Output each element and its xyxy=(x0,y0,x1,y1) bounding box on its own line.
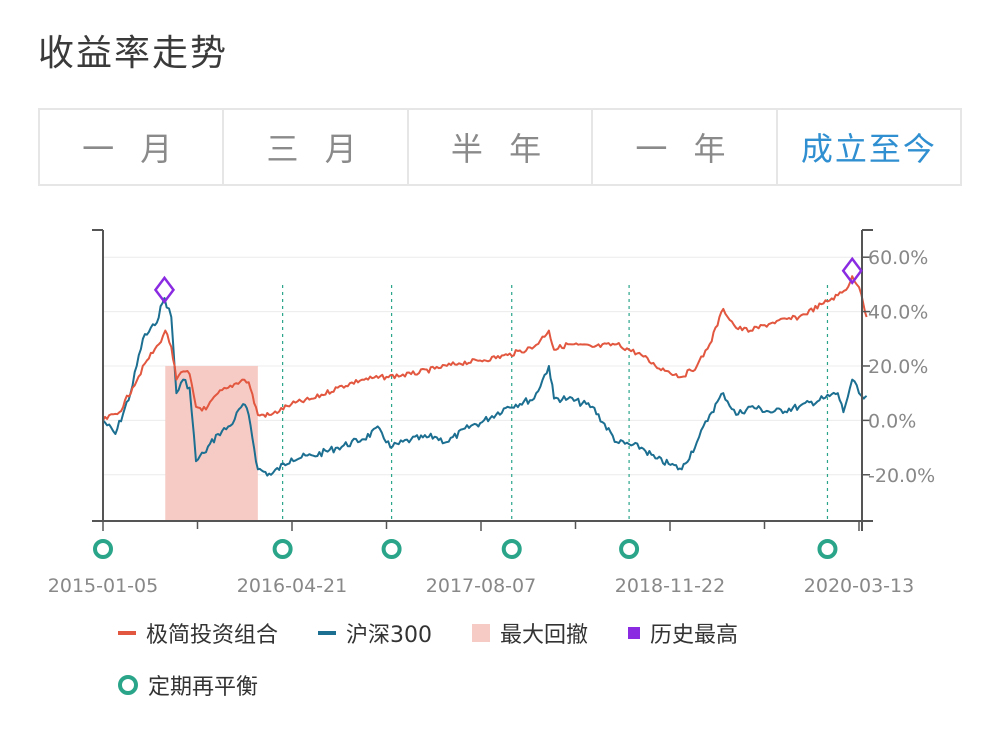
benchmark-swatch xyxy=(318,631,337,635)
rebalance-marker xyxy=(817,539,838,559)
legend-label-benchmark: 沪深300 xyxy=(346,623,433,648)
x-tick-label: 2018-11-22 xyxy=(615,575,725,597)
historical-high-marker xyxy=(153,275,176,304)
portfolio-swatch xyxy=(118,631,136,635)
legend-item-portfolio[interactable]: 极简投资组合 xyxy=(118,617,278,649)
chart-legend: 极简投资组合 沪深300 最大回撤 历史最高 定期再平衡 xyxy=(118,618,778,722)
legend-label-drawdown: 最大回撤 xyxy=(500,623,589,648)
legend-label-portfolio: 极简投资组合 xyxy=(146,623,279,648)
legend-label-rebalance: 定期再平衡 xyxy=(148,675,259,700)
historical-high-marker xyxy=(841,256,863,285)
drawdown-swatch xyxy=(472,624,491,642)
tab-one-year[interactable]: 一 年 xyxy=(593,110,778,184)
rebalance-marker xyxy=(381,539,402,559)
x-tick-label: 2016-04-21 xyxy=(237,575,347,597)
rebalance-marker xyxy=(619,539,640,559)
rebalance-marker xyxy=(272,539,293,559)
tab-half-year[interactable]: 半 年 xyxy=(409,110,594,184)
legend-item-drawdown[interactable]: 最大回撤 xyxy=(472,617,588,649)
page-title: 收益率走势 xyxy=(38,33,229,74)
y-tick-label: 60.0% xyxy=(868,247,928,269)
y-tick-label: -20.0% xyxy=(868,465,935,487)
tab-since-inception[interactable]: 成立至今 xyxy=(800,130,937,168)
rebalance-marker xyxy=(93,539,113,559)
legend-item-high[interactable]: 历史最高 xyxy=(628,617,738,649)
drawdown-area xyxy=(165,365,258,521)
x-tick-label: 2015-01-05 xyxy=(48,575,158,597)
legend-label-high: 历史最高 xyxy=(650,623,739,648)
legend-item-benchmark[interactable]: 沪深300 xyxy=(318,617,432,649)
high-swatch xyxy=(628,627,641,639)
rebalance-marker xyxy=(501,539,522,559)
y-tick-label: 20.0% xyxy=(868,356,928,378)
period-tabs: 一 月 三 月 半 年 一 年 成立至今 xyxy=(38,108,962,186)
tab-three-months[interactable]: 三 月 xyxy=(224,110,409,184)
legend-item-rebalance[interactable]: 定期再平衡 xyxy=(118,669,258,701)
x-tick-label: 2020-03-13 xyxy=(804,575,914,597)
portfolio-line xyxy=(102,275,868,421)
rebalance-swatch xyxy=(118,675,138,695)
benchmark-line xyxy=(102,297,868,477)
y-tick-label: 40.0% xyxy=(868,302,928,324)
tab-one-month[interactable]: 一 月 xyxy=(40,110,225,184)
y-tick-label: 0.0% xyxy=(868,410,916,432)
x-tick-label: 2017-08-07 xyxy=(426,575,536,597)
